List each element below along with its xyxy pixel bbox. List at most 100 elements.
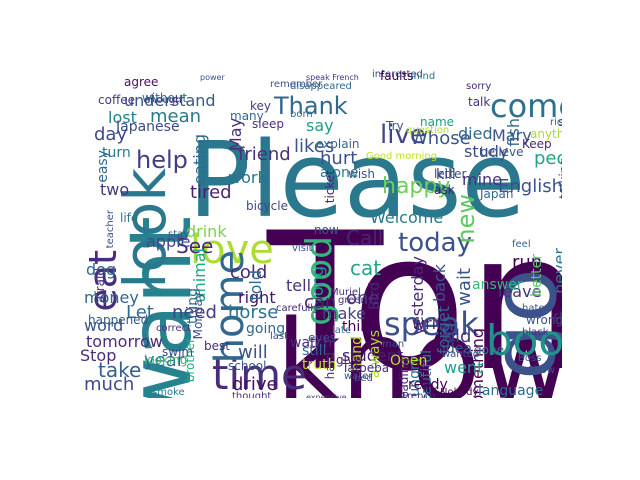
word-cloud-word: many [230, 109, 264, 123]
word-cloud-word: wanted [442, 349, 480, 360]
word-cloud-word: agree [124, 75, 159, 89]
word-cloud-word: money [84, 288, 139, 307]
word-cloud-word: smoke [152, 387, 185, 398]
word-cloud-word: likes [294, 136, 335, 157]
word-cloud-word: French [402, 391, 436, 399]
word-cloud-word: slowly [558, 115, 562, 129]
word-cloud-word: man [382, 339, 405, 350]
word-cloud-word: interested [372, 69, 423, 80]
word-cloud-word: talk [468, 95, 491, 109]
word-cloud-word: dog [86, 260, 117, 279]
word-cloud-word: anything [530, 127, 562, 141]
word-cloud-word: two [100, 180, 130, 199]
word-cloud-word: ticket [323, 170, 337, 204]
word-cloud-word: faults [380, 69, 414, 83]
word-cloud-word: live [380, 120, 426, 150]
word-cloud-word: language [478, 383, 544, 398]
word-cloud-word: enough [144, 95, 182, 106]
word-cloud-word: book [486, 316, 562, 365]
word-cloud-word: Tom [267, 192, 562, 398]
word-cloud-word: Show [528, 365, 555, 376]
word-cloud-word: Nobody [440, 387, 479, 398]
word-cloud-word: new [452, 194, 480, 244]
word-cloud-word: old [444, 326, 472, 347]
word-cloud-word: truth [302, 357, 337, 373]
word-cloud-word: Whose [410, 128, 471, 149]
word-cloud-word: work [228, 168, 267, 187]
word-cloud-word: will [238, 342, 268, 363]
word-cloud-word: friend [238, 144, 291, 165]
word-cloud-word: best [204, 339, 230, 353]
word-cloud-word: lost [108, 108, 137, 127]
word-cloud-word: disappeared [290, 81, 352, 92]
word-cloud-word: power [200, 73, 225, 82]
word-cloud-word: Keep [522, 137, 552, 151]
word-cloud-word: correct [156, 323, 192, 334]
word-cloud-word: kill [436, 167, 456, 183]
word-cloud-word: without [142, 91, 188, 105]
word-cloud-word: school [228, 359, 267, 373]
word-cloud-word: rich [550, 117, 562, 128]
word-cloud-word: key [250, 99, 272, 113]
word-cloud-word: wish [348, 167, 376, 181]
word-cloud-word: run [512, 252, 543, 273]
word-cloud-word: fat [442, 333, 456, 344]
word-cloud-word: coffee [98, 93, 135, 107]
word-cloud-word: now [314, 223, 339, 237]
word-cloud-word: much [84, 374, 135, 395]
word-cloud-word: green [338, 295, 367, 306]
word-cloud-word: swim [162, 345, 194, 359]
word-cloud-word: Monday [191, 292, 205, 340]
word-cloud-word: know [276, 297, 562, 398]
word-cloud-word: happened [88, 313, 149, 327]
word-cloud-word: speak French [306, 73, 359, 82]
word-cloud-word: teacher [105, 210, 116, 249]
word-cloud-word: Good morning [366, 151, 438, 162]
word-cloud-word: thought [232, 391, 272, 399]
word-cloud-word: right [238, 288, 276, 307]
word-cloud-word: life [120, 211, 139, 225]
word-cloud-word: black [522, 327, 549, 338]
word-cloud-word: remember [270, 79, 323, 90]
word-cloud-word: explain [316, 137, 360, 151]
word-cloud-word: wrong [526, 313, 562, 327]
word-cloud-word: carefully [276, 303, 320, 314]
word-cloud-word: hurt [320, 148, 358, 169]
word-cloud-word: cat [350, 256, 382, 280]
word-cloud-word: make [322, 304, 366, 323]
word-cloud-word: born [290, 109, 313, 120]
word-cloud-word: question [406, 125, 450, 136]
word-cloud-word: hate [522, 303, 545, 314]
word-cloud-word: alone [320, 165, 359, 181]
word-cloud-word: last [270, 331, 289, 342]
word-cloud-word: tell [286, 276, 312, 295]
word-cloud-word: late [332, 325, 351, 336]
word-cloud-word: chocolate [554, 311, 562, 322]
word-cloud-word: horse [228, 302, 279, 323]
word-cloud-word: need [172, 302, 217, 323]
word-cloud-word: mean [150, 106, 202, 127]
word-cloud-word: Please [188, 119, 526, 241]
word-cloud-word: bicycle [246, 199, 288, 213]
word-cloud-word: eyes [308, 331, 337, 345]
word-cloud-word: Try [386, 119, 404, 133]
word-cloud-word: told [246, 270, 265, 301]
word-cloud-word: afraid [93, 268, 107, 303]
word-cloud-word: student [342, 346, 404, 365]
word-cloud-word: easy [95, 150, 111, 183]
word-cloud-word: turn [102, 145, 131, 161]
word-cloud-word: people [534, 148, 562, 169]
word-cloud-word: Mary [492, 126, 532, 145]
word-cloud-word: Boss [518, 353, 542, 364]
word-cloud-word: drink [186, 222, 227, 241]
word-cloud: TomPleaseknowwantgobooklooklovetimehomeg… [80, 58, 562, 398]
word-cloud-word: apple [146, 232, 191, 251]
word-cloud-word: write [412, 314, 453, 333]
word-cloud-word: year [144, 350, 185, 371]
word-cloud-word: give [336, 353, 362, 367]
word-cloud-word: understand [124, 91, 216, 110]
word-cloud-word: love [190, 227, 274, 273]
word-cloud-word: idea [442, 341, 472, 357]
word-cloud-word: expensive [306, 393, 347, 399]
word-cloud-word: happy [382, 174, 451, 199]
